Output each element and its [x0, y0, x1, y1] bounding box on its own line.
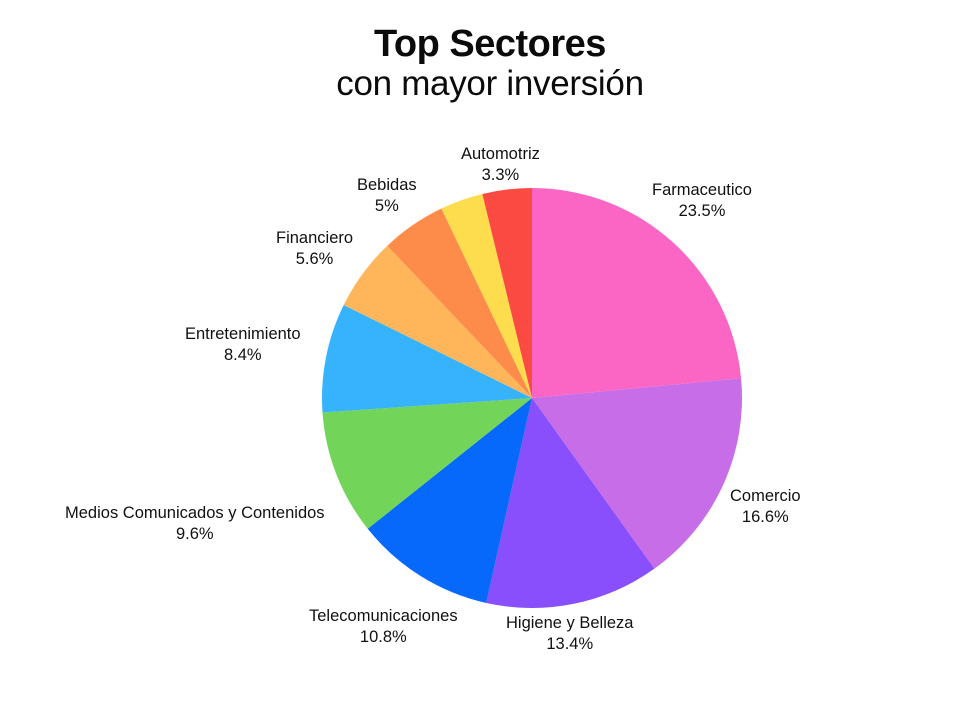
- slice-label-pct: 8.4%: [223, 346, 262, 365]
- pie-slice: [482, 188, 532, 398]
- slice-label-pct: 5%: [374, 197, 399, 216]
- slice-label-entretenimiento: Entretenimiento 8.4%: [185, 324, 301, 366]
- slice-label-automotriz: Automotriz 3.3%: [461, 144, 540, 186]
- slice-label-name: Entretenimiento: [185, 325, 301, 343]
- slice-label-name: Higiene y Belleza: [506, 614, 634, 632]
- slice-label-name: Automotriz: [461, 145, 540, 163]
- slice-label-pct: 13.4%: [546, 635, 594, 654]
- slice-label-financiero: Financiero 5.6%: [276, 228, 353, 270]
- slice-label-pct: 16.6%: [741, 508, 789, 527]
- pie-slice: [343, 245, 532, 398]
- slice-label-name: Telecomunicaciones: [309, 607, 458, 625]
- slice-label-pct: 23.5%: [678, 202, 726, 221]
- slice-label-comercio: Comercio 16.6%: [730, 486, 801, 528]
- page-title: Top Sectores: [374, 23, 606, 65]
- pie-slice: [367, 398, 532, 603]
- page-subtitle: con mayor inversión: [336, 64, 644, 104]
- pie-slice: [532, 378, 743, 569]
- pie-slice: [441, 193, 532, 398]
- slice-label-name: Medios Comunicados y Contenidos: [65, 504, 325, 522]
- slice-label-name: Bebidas: [357, 176, 417, 194]
- pie-slice-group: [321, 188, 743, 608]
- slice-label-pct: 9.6%: [175, 525, 214, 544]
- slice-label-higiene-y-belleza: Higiene y Belleza 13.4%: [506, 613, 634, 655]
- slice-label-name: Farmaceutico: [652, 181, 752, 199]
- pie-slice: [486, 398, 655, 608]
- slice-label-pct: 5.6%: [295, 250, 334, 269]
- slice-label-pct: 3.3%: [481, 166, 520, 185]
- slice-label-bebidas: Bebidas 5%: [357, 175, 417, 217]
- pie-slice: [321, 305, 532, 413]
- slice-label-telecomunicaciones: Telecomunicaciones 10.8%: [309, 606, 458, 648]
- pie-slice: [322, 398, 532, 529]
- slice-label-farmaceutico: Farmaceutico 23.5%: [652, 180, 752, 222]
- slice-label-medios-comunicados-y-contenidos: Medios Comunicados y Contenidos 9.6%: [65, 503, 325, 545]
- pie-slice: [387, 208, 532, 398]
- pie-slice: [532, 188, 742, 398]
- slice-label-name: Comercio: [730, 487, 801, 505]
- slice-label-pct: 10.8%: [359, 628, 407, 647]
- chart-title-block: Top Sectores con mayor inversión: [0, 23, 980, 104]
- slice-label-name: Financiero: [276, 229, 354, 247]
